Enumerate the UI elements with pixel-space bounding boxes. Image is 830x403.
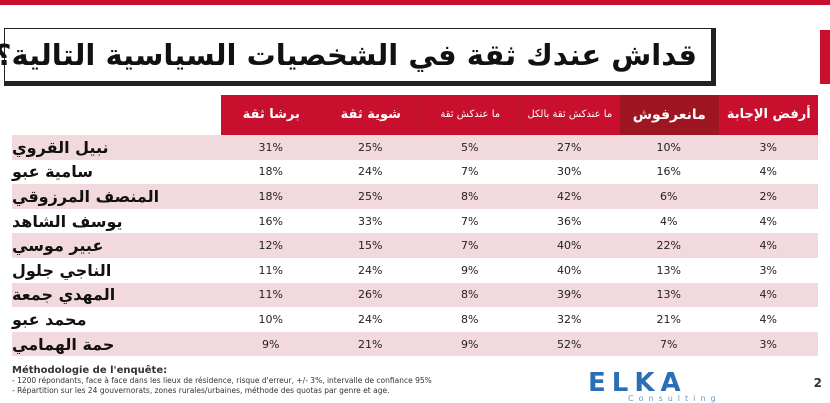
- column-header-some-trust: شوية ثقة: [320, 95, 420, 135]
- politician-name: نبيل القروي: [12, 137, 109, 157]
- right-accent-stripe: [820, 30, 830, 84]
- percentage-cell: 3%: [759, 140, 777, 154]
- table-row: نبيل القروي 31% 25% 5% 27% 10% 3%: [12, 135, 818, 160]
- table-row: عبير موسي 12% 15% 7% 40% 22% 4%: [12, 233, 818, 258]
- column-header-much-trust: برشا ثقة: [221, 95, 321, 135]
- percentage-cell: 4%: [759, 312, 777, 326]
- politician-name: حمة الهمامي: [12, 334, 115, 354]
- column-header-no-trust-at-all: ما عندكش ثقة بالكل: [519, 95, 619, 135]
- percentage-cell: 39%: [557, 288, 582, 302]
- methodology-title: Méthodologie de l'enquête:: [12, 365, 168, 376]
- percentage-cell: 40%: [557, 239, 582, 253]
- percentage-cell: 52%: [557, 337, 582, 351]
- percentage-cell: 33%: [358, 214, 383, 228]
- methodology-note: Méthodologie de l'enquête: - 1200 répond…: [12, 365, 432, 396]
- percentage-cell: 5%: [461, 140, 479, 154]
- slide-title: قداش عندك ثقة في الشخصيات السياسية التال…: [0, 38, 697, 72]
- percentage-cell: 10%: [656, 140, 681, 154]
- column-header-dont-know: مانعرفوش: [619, 95, 719, 135]
- percentage-cell: 27%: [557, 140, 582, 154]
- percentage-cell: 12%: [258, 239, 283, 253]
- politician-name: محمد عبو: [12, 309, 87, 329]
- percentage-cell: 6%: [660, 189, 678, 203]
- politician-name: عبير موسي: [12, 236, 104, 256]
- top-accent-stripe: [0, 0, 830, 5]
- logo-subtitle: Consulting: [628, 394, 721, 403]
- percentage-cell: 21%: [656, 312, 681, 326]
- percentage-cell: 7%: [461, 165, 479, 179]
- percentage-cell: 7%: [660, 337, 678, 351]
- percentage-cell: 21%: [358, 337, 383, 351]
- percentage-cell: 4%: [759, 239, 777, 253]
- page-number: 2: [813, 376, 822, 390]
- methodology-line: - Répartition sur les 24 gouvernorats, z…: [12, 386, 390, 395]
- percentage-cell: 18%: [258, 189, 283, 203]
- percentage-cell: 32%: [557, 312, 582, 326]
- table-row: يوسف الشاهد 16% 33% 7% 36% 4% 4%: [12, 208, 818, 234]
- table-row: حمة الهمامي 9% 21% 9% 52% 7% 3%: [12, 331, 818, 357]
- percentage-cell: 22%: [656, 239, 681, 253]
- percentage-cell: 24%: [358, 263, 383, 277]
- percentage-cell: 24%: [358, 312, 383, 326]
- logo-word: ELKA: [588, 368, 687, 398]
- title-box: قداش عندك ثقة في الشخصيات السياسية التال…: [0, 28, 716, 86]
- percentage-cell: 25%: [358, 189, 383, 203]
- column-header-refuse: أرفض الإجابة: [718, 95, 818, 135]
- percentage-cell: 8%: [461, 189, 479, 203]
- politician-name: الناجي جلول: [12, 260, 112, 280]
- percentage-cell: 13%: [656, 288, 681, 302]
- percentage-cell: 9%: [461, 263, 479, 277]
- politician-name: يوسف الشاهد: [12, 211, 123, 231]
- percentage-cell: 13%: [656, 263, 681, 277]
- percentage-cell: 10%: [258, 312, 283, 326]
- header-spacer: [12, 95, 221, 135]
- percentage-cell: 4%: [759, 288, 777, 302]
- percentage-cell: 16%: [258, 214, 283, 228]
- trust-table: برشا ثقة شوية ثقة ما عندكش ثقة ما عندكش …: [12, 95, 818, 357]
- percentage-cell: 4%: [759, 165, 777, 179]
- column-header-no-trust: ما عندكش ثقة: [420, 95, 520, 135]
- percentage-cell: 15%: [358, 239, 383, 253]
- percentage-cell: 24%: [358, 165, 383, 179]
- table-header: برشا ثقة شوية ثقة ما عندكش ثقة ما عندكش …: [12, 95, 818, 135]
- percentage-cell: 4%: [759, 214, 777, 228]
- percentage-cell: 42%: [557, 189, 582, 203]
- percentage-cell: 26%: [358, 288, 383, 302]
- percentage-cell: 16%: [656, 165, 681, 179]
- percentage-cell: 9%: [461, 337, 479, 351]
- methodology-line: - 1200 répondants, face à face dans les …: [12, 376, 432, 385]
- percentage-cell: 30%: [557, 165, 582, 179]
- percentage-cell: 18%: [258, 165, 283, 179]
- percentage-cell: 7%: [461, 239, 479, 253]
- percentage-cell: 40%: [557, 263, 582, 277]
- percentage-cell: 7%: [461, 214, 479, 228]
- percentage-cell: 2%: [759, 189, 777, 203]
- table-row: الناجي جلول 11% 24% 9% 40% 13% 3%: [12, 258, 818, 283]
- percentage-cell: 11%: [258, 288, 283, 302]
- percentage-cell: 31%: [258, 140, 283, 154]
- table-row: المنصف المرزوقي 18% 25% 8% 42% 6% 2%: [12, 184, 818, 209]
- table-row: محمد عبو 10% 24% 8% 32% 21% 4%: [12, 307, 818, 332]
- percentage-cell: 11%: [258, 263, 283, 277]
- politician-name: المهدي جمعة: [12, 285, 116, 305]
- percentage-cell: 8%: [461, 288, 479, 302]
- percentage-cell: 36%: [557, 214, 582, 228]
- elka-logo: ELKA Consulting: [588, 368, 721, 403]
- percentage-cell: 3%: [759, 337, 777, 351]
- percentage-cell: 9%: [262, 337, 280, 351]
- percentage-cell: 25%: [358, 140, 383, 154]
- politician-name: سامية عبو: [12, 162, 93, 182]
- table-row: سامية عبو 18% 24% 7% 30% 16% 4%: [12, 159, 818, 185]
- percentage-cell: 4%: [660, 214, 678, 228]
- percentage-cell: 3%: [759, 263, 777, 277]
- percentage-cell: 8%: [461, 312, 479, 326]
- table-row: المهدي جمعة 11% 26% 8% 39% 13% 4%: [12, 282, 818, 308]
- politician-name: المنصف المرزوقي: [12, 186, 160, 206]
